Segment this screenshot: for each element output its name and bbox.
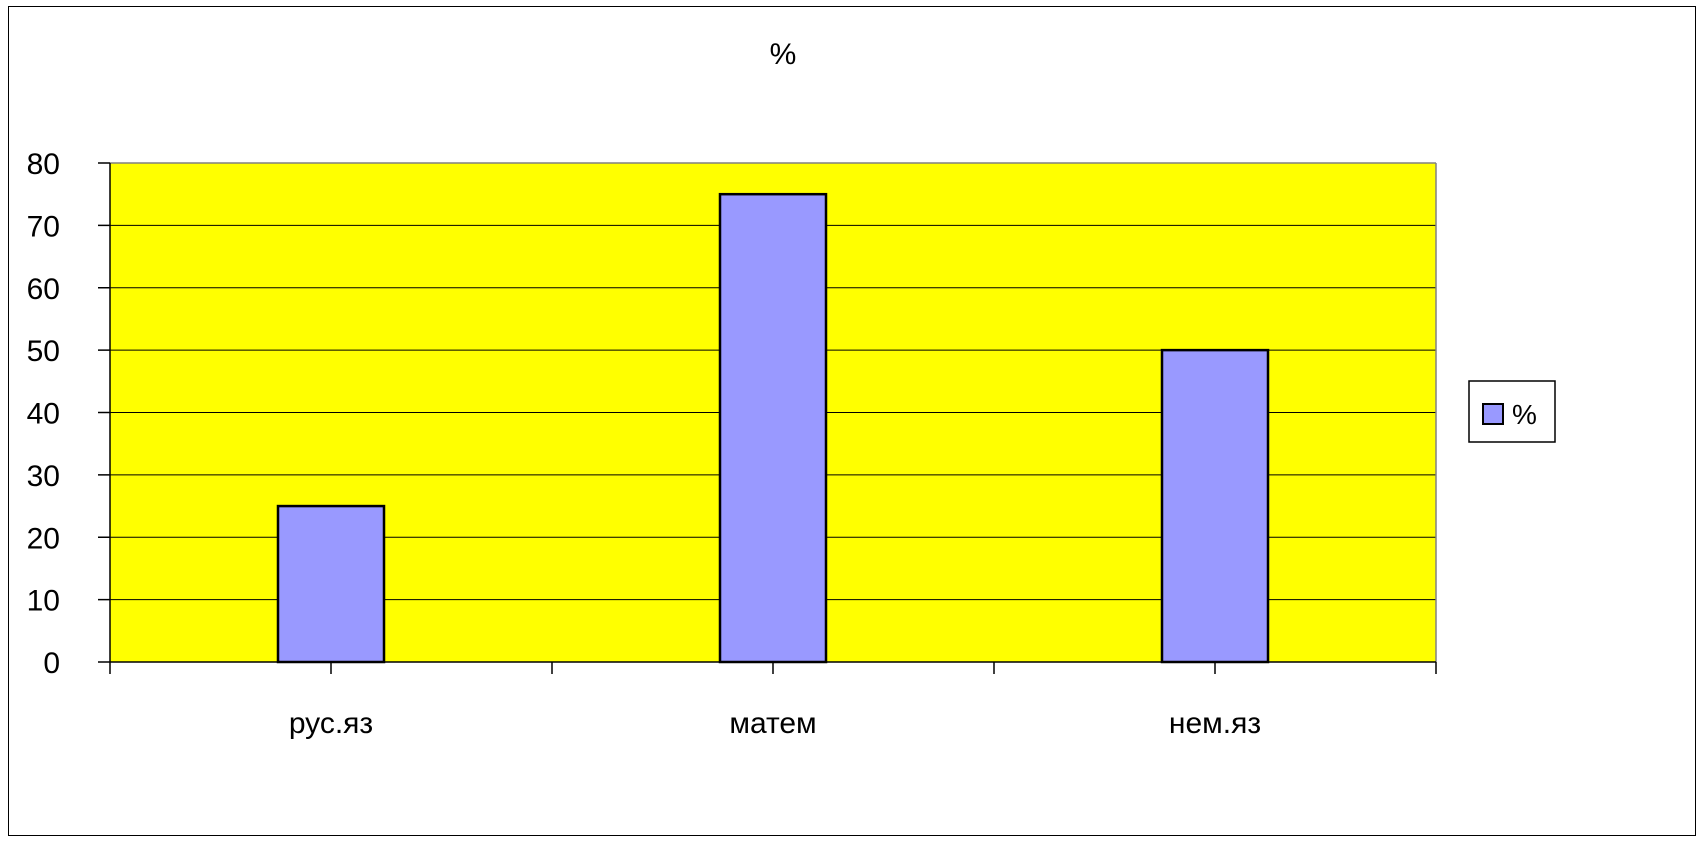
y-tick-label: 30 — [27, 460, 60, 493]
y-tick-label: 10 — [27, 585, 60, 618]
y-tick-label: 40 — [27, 398, 60, 431]
legend: % — [1468, 380, 1556, 443]
y-tick-label: 20 — [27, 522, 60, 555]
y-tick-label: 70 — [27, 210, 60, 243]
legend-swatch — [1482, 403, 1504, 425]
y-tick-label: 50 — [27, 335, 60, 368]
y-tick-label: 80 — [27, 148, 60, 181]
x-tick-label: нем.яз — [1169, 707, 1261, 740]
bar-нем.яз — [1160, 348, 1270, 664]
x-tick-label: рус.яз — [289, 707, 373, 740]
plot-area: 0 10 20 30 40 50 60 70 80 рус.яз матем нем.яз — [27, 148, 1437, 740]
x-tick-label: матем — [729, 707, 816, 740]
legend-label: % — [1512, 399, 1537, 430]
legend-box — [1468, 380, 1556, 443]
y-tick-label: 60 — [27, 273, 60, 306]
bar-рус.яз — [276, 504, 386, 664]
bar-матем — [718, 192, 828, 664]
y-tick-label: 0 — [43, 647, 60, 680]
chart-title: % — [770, 38, 797, 71]
